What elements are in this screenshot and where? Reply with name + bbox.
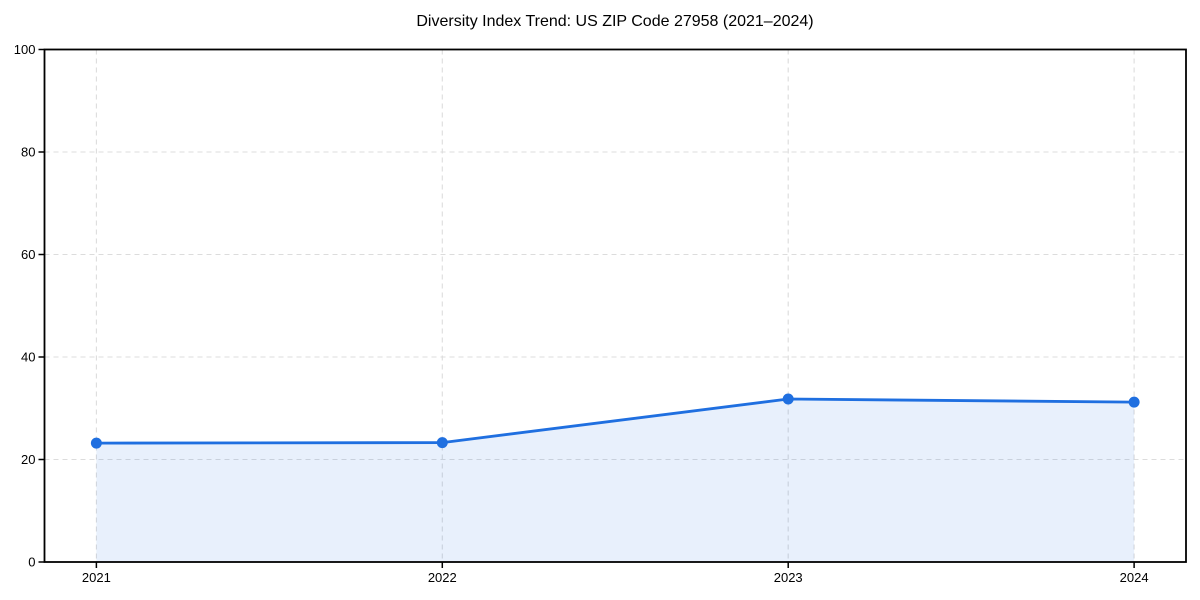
plot-border xyxy=(43,48,1187,563)
data-point-marker xyxy=(1128,396,1140,408)
y-axis-tick-label: 20 xyxy=(21,452,35,467)
chart-title: Diversity Index Trend: US ZIP Code 27958… xyxy=(416,13,814,30)
data-point-marker xyxy=(90,437,102,449)
trend-line xyxy=(94,397,1136,445)
y-axis-tick-label: 80 xyxy=(21,145,35,160)
x-axis-tick-label: 2024 xyxy=(1120,570,1149,585)
data-point-marker xyxy=(782,393,794,405)
y-axis-tick-label: 40 xyxy=(21,350,35,365)
x-axis-tick-label: 2023 xyxy=(774,570,803,585)
x-axis-tick-label: 2022 xyxy=(428,570,457,585)
y-axis-tick-label: 0 xyxy=(28,555,35,570)
y-axis-tick-label: 60 xyxy=(21,247,35,262)
x-axis-tick-label: 2021 xyxy=(82,570,111,585)
area-fill xyxy=(96,399,1135,562)
data-point-marker xyxy=(436,437,448,449)
y-axis-tick-label: 100 xyxy=(14,42,36,57)
